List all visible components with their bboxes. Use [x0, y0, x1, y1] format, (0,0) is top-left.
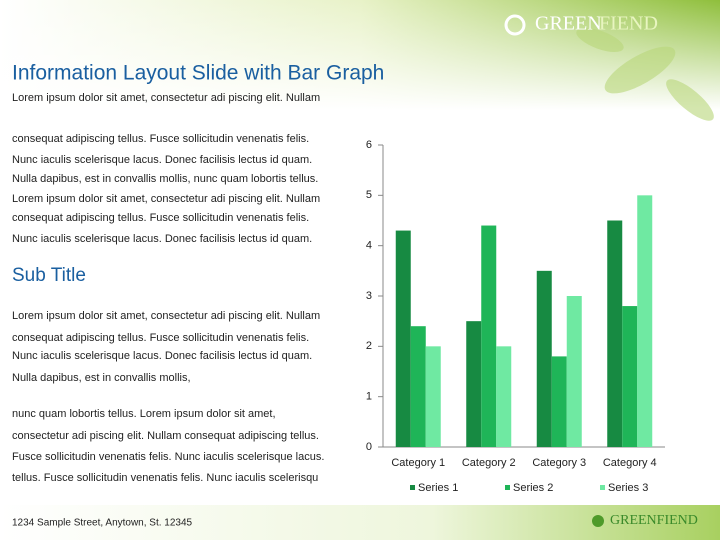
body-line: Nulla dapibus, est in convallis mollis,: [12, 372, 191, 384]
bar: [637, 195, 653, 447]
legend-label: Series 1: [418, 482, 458, 494]
body-line: Lorem ipsum dolor sit amet, consectetur …: [12, 193, 320, 205]
y-tick-label: 4: [366, 240, 372, 252]
header-fade: [0, 0, 720, 110]
body-line: Nunc iaculis scelerisque lacus. Donec fa…: [12, 233, 312, 245]
footer-address: 1234 Sample Street, Anytown, St. 12345: [12, 518, 193, 529]
body-line: nunc quam lobortis tellus. Lorem ipsum d…: [12, 408, 276, 420]
bar: [410, 326, 426, 447]
body-line: Nulla dapibus, est in convallis mollis, …: [12, 173, 318, 185]
brand-first: GREEN: [535, 13, 602, 35]
bar: [466, 321, 482, 447]
bar: [622, 306, 638, 447]
y-tick-label: 3: [366, 290, 372, 302]
bar: [425, 346, 441, 447]
bar: [551, 356, 567, 447]
bar: [566, 296, 582, 447]
body-line: consequat adipiscing tellus. Fusce solli…: [12, 133, 309, 145]
bar: [496, 346, 512, 447]
y-tick-label: 1: [366, 391, 372, 403]
y-tick-label: 5: [366, 189, 372, 201]
x-tick-label: Category 4: [603, 457, 657, 469]
legend-swatch: [505, 485, 510, 490]
x-tick-label: Category 2: [462, 457, 516, 469]
bar: [481, 225, 497, 447]
bar: [536, 270, 552, 447]
subtitle: Sub Title: [12, 265, 86, 286]
leaf-decor: [576, 27, 714, 121]
body-line: Nunc iaculis scelerisque lacus. Donec fa…: [12, 350, 312, 362]
body-line: Fusce sollicitudin venenatis felis. Nunc…: [12, 451, 324, 463]
footer-logo-icon: [592, 515, 604, 527]
y-tick-label: 0: [366, 441, 372, 453]
y-tick-label: 6: [366, 139, 372, 151]
x-tick-label: Category 1: [391, 457, 445, 469]
body-line: consequat adipiscing tellus. Fusce solli…: [12, 332, 309, 344]
legend-label: Series 3: [608, 482, 648, 494]
brand-second: FIEND: [599, 13, 658, 35]
x-tick-label: Category 3: [532, 457, 586, 469]
body-line: consequat adipiscing tellus. Fusce solli…: [12, 212, 309, 224]
bar: [607, 220, 623, 447]
y-tick-label: 2: [366, 340, 372, 352]
recycle-icon: [504, 14, 526, 36]
legend-swatch: [600, 485, 605, 490]
bar: [395, 230, 411, 447]
legend-swatch: [410, 485, 415, 490]
body-line: Lorem ipsum dolor sit amet, consectetur …: [12, 92, 320, 104]
body-line: Nunc iaculis scelerisque lacus. Donec fa…: [12, 154, 312, 166]
footer-logo: GREENFIEND: [610, 513, 698, 528]
slide-title: Information Layout Slide with Bar Graph: [12, 62, 384, 85]
body-line: Lorem ipsum dolor sit amet, consectetur …: [12, 310, 320, 322]
body-line: tellus. Fusce sollicitudin venenatis fel…: [12, 472, 318, 484]
body-line: consectetur adi piscing elit. Nullam con…: [12, 430, 319, 442]
legend-label: Series 2: [513, 482, 553, 494]
